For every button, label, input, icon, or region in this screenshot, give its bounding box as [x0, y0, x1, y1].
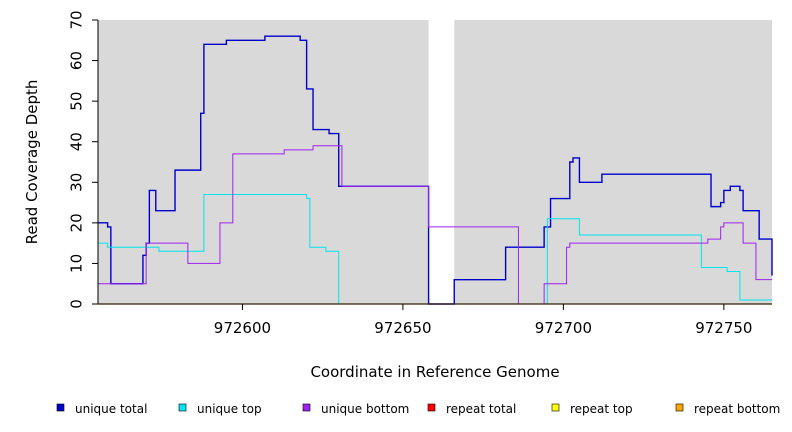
x-ticks: 972600 972650 972700 972750 [214, 304, 752, 337]
y-axis-title: Read Coverage Depth [23, 80, 41, 245]
y-tick-label: 40 [67, 132, 85, 151]
x-tick-label: 972700 [535, 319, 592, 337]
legend-label: repeat bottom [694, 402, 780, 416]
legend-label: unique total [75, 402, 147, 416]
legend-swatch [302, 403, 311, 412]
legend-swatch [56, 403, 65, 412]
legend-label: unique bottom [321, 402, 409, 416]
legend-swatch [427, 403, 436, 412]
legend: unique total unique top unique bottom repea… [56, 402, 780, 416]
x-axis-title: Coordinate in Reference Genome [310, 363, 559, 381]
legend-label: repeat total [446, 402, 516, 416]
legend-label: unique top [197, 402, 262, 416]
series-unique-top [98, 193, 772, 305]
y-tick-label: 50 [67, 92, 85, 111]
axes-layer [97, 20, 772, 305]
y-tick-label: 60 [67, 51, 85, 70]
legend-label: repeat top [570, 402, 633, 416]
x-tick-label: 972650 [374, 319, 431, 337]
y-tick-label: 0 [67, 299, 85, 309]
x-tick-label: 972750 [695, 319, 752, 337]
gap-region [428, 20, 455, 304]
y-tick-label: 30 [67, 173, 85, 192]
legend-swatch [178, 403, 187, 412]
y-ticks: 0 10 20 30 40 50 60 70 [67, 10, 98, 309]
y-tick-label: 10 [67, 254, 85, 273]
y-tick-label: 70 [67, 10, 85, 29]
y-tick-label: 20 [67, 213, 85, 232]
legend-swatch [551, 403, 560, 412]
legend-swatch [675, 403, 684, 412]
x-tick-label: 972600 [214, 319, 271, 337]
